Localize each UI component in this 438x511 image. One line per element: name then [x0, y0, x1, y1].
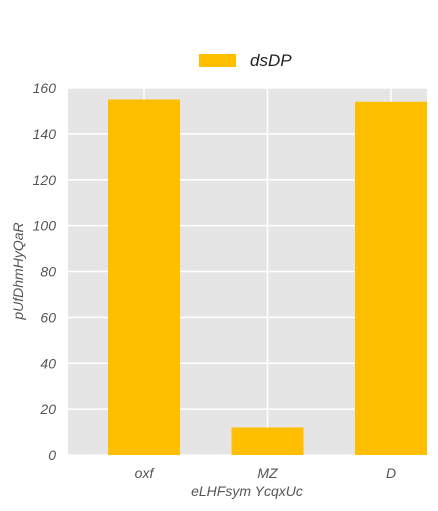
bar-oxf: [108, 99, 180, 455]
y-tick-label: 80: [40, 264, 56, 280]
x-axis-label: eLHFsym YcqxUc: [191, 483, 303, 499]
y-axis-label: pUfDhmHyQaR: [10, 222, 26, 320]
x-tick-label: D: [386, 465, 396, 481]
bars: [108, 99, 427, 455]
y-tick-label: 120: [33, 172, 57, 188]
bar-MZ: [231, 427, 304, 455]
y-tick-label: 20: [39, 401, 56, 417]
y-axis-ticks: 0 20 40 60 80 100 120 140 160: [33, 80, 57, 463]
legend-label: dsDP: [250, 51, 292, 70]
x-tick-label: MZ: [257, 465, 278, 481]
y-tick-label: 40: [40, 355, 56, 371]
y-tick-label: 100: [33, 218, 57, 234]
bar-D: [355, 101, 427, 455]
x-tick-label: oxf: [135, 465, 156, 481]
y-tick-label: 160: [33, 80, 57, 96]
legend-swatch: [199, 54, 236, 67]
y-tick-label: 60: [40, 309, 56, 325]
y-tick-label: 140: [33, 126, 57, 142]
x-axis-ticks: oxf MZ D: [135, 465, 396, 481]
legend: dsDP: [199, 51, 292, 70]
y-tick-label: 0: [48, 447, 56, 463]
